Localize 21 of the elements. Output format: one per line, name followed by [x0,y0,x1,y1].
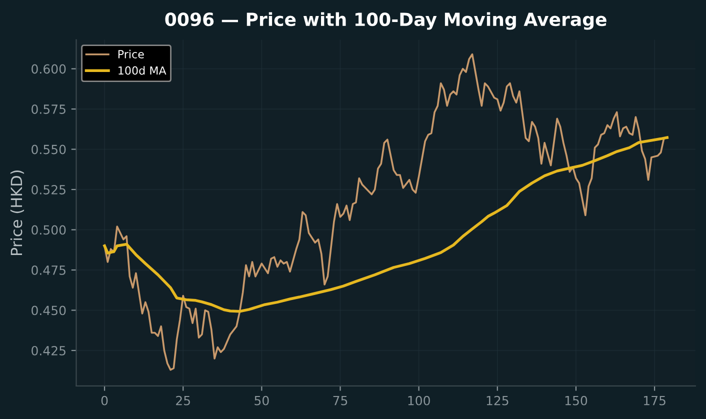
x-tick-label: 75 [333,396,348,406]
chart-title: 0096 — Price with 100-Day Moving Average [165,12,606,30]
legend-label: Price [118,50,144,58]
x-tick-label: 125 [486,396,508,406]
y-tick-label: 0.450 [32,306,66,316]
y-tick-label: 0.500 [32,225,66,235]
y-tick-label: 0.600 [32,64,66,74]
legend-label: 100d MA [118,66,166,75]
x-tick-label: 25 [176,396,190,406]
y-tick-label: 0.475 [32,265,66,275]
y-tick-label: 0.525 [32,184,66,194]
x-tick-label: 50 [254,396,269,406]
y-tick-label: 0.575 [32,104,66,114]
line-series [103,136,669,313]
x-tick-label: 150 [565,396,588,406]
y-tick-label: 0.550 [32,144,66,154]
x-tick-label: 0 [101,396,108,406]
x-tick-label: 100 [408,396,430,406]
x-tick-label: 175 [644,396,666,406]
y-axis-title: Price (HKD) [10,170,24,256]
y-tick-label: 0.425 [32,346,66,356]
